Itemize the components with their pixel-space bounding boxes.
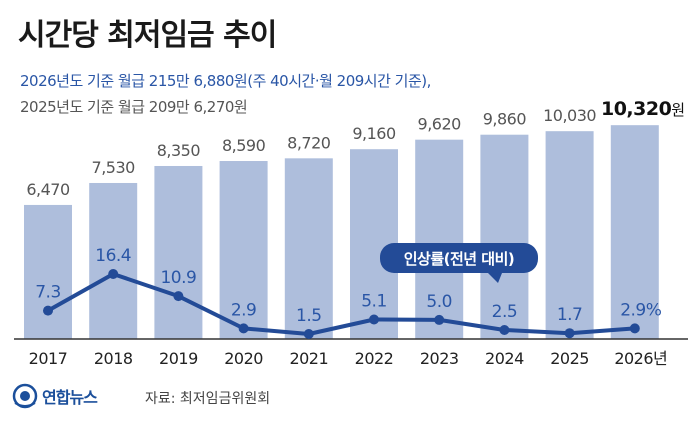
rate-point-2021 [303, 329, 314, 339]
wage-label-2018: 7,530 [92, 158, 136, 177]
rate-point-2025 [564, 328, 575, 339]
wage-label-2024: 9,860 [483, 110, 527, 129]
wage-label-2020: 8,590 [222, 136, 266, 155]
subtitle-2026: 2026년도 기준 월급 215만 6,880원(주 40시간·월 209시간 … [20, 72, 431, 90]
rate-point-2026년 [629, 323, 640, 334]
legend-bubble-pointer [488, 273, 502, 283]
x-tick-2017: 2017 [29, 349, 68, 368]
rate-label-2017: 7.3 [35, 283, 61, 303]
bar-2021 [284, 158, 333, 339]
rate-point-2017 [43, 305, 53, 316]
wage-label-2019: 8,350 [157, 141, 201, 160]
x-tick-2026년: 2026년 [614, 349, 667, 368]
rate-line [46, 272, 637, 336]
legend-bubble [380, 243, 538, 273]
rate-label-2018: 16.4 [95, 246, 131, 266]
rate-point-2022 [369, 314, 379, 325]
wage-label-2021: 8,720 [287, 133, 331, 152]
x-tick-2021: 2021 [289, 349, 328, 368]
logo-text: 연합뉴스 [42, 388, 98, 407]
x-tick-2018: 2018 [94, 349, 133, 368]
rate-label-2020: 2.9 [231, 300, 257, 320]
rate-label-2021: 1.5 [296, 306, 322, 326]
source-note: 자료: 최저임금위원회 [145, 391, 271, 407]
x-tick-2022: 2022 [355, 349, 394, 368]
x-tick-2020: 2020 [224, 349, 263, 368]
bar-2026년 [610, 125, 659, 339]
wage-label-2017: 6,470 [26, 180, 70, 199]
yonhap-logo: 연합뉴스 [12, 383, 98, 409]
wage-label-2023: 9,620 [418, 115, 462, 134]
rate-point-2023 [434, 314, 445, 325]
rate-point-2019 [173, 291, 184, 302]
rate-label-2022: 5.1 [361, 292, 387, 312]
x-tick-2024: 2024 [485, 349, 524, 368]
bar-2020 [219, 161, 268, 339]
rate-label-2019: 10.9 [160, 268, 196, 288]
rate-label-2026년: 2.9% [620, 300, 662, 320]
legend-label: 인상률(전년 대비) [404, 250, 515, 268]
rate-point-2018 [108, 269, 119, 279]
chart-title: 시간당 최저임금 추이 [18, 18, 277, 53]
rate-point-2020 [238, 323, 249, 334]
bar-2019 [154, 165, 203, 339]
rate-point-2024 [499, 324, 510, 335]
wage-label-2022: 9,160 [352, 124, 396, 143]
wage-label-2026년: 10,320원 [601, 98, 685, 120]
bar-2025 [545, 131, 594, 339]
yonhap-emblem-icon [12, 383, 38, 409]
wage-label-2025: 10,030 [543, 106, 596, 125]
bar-2023 [415, 139, 464, 339]
bar-2017 [24, 204, 72, 339]
rate-label-2023: 5.0 [426, 292, 452, 312]
x-tick-2019: 2019 [159, 349, 198, 368]
bar-2024 [480, 134, 529, 339]
x-tick-2023: 2023 [420, 349, 459, 368]
rate-label-2024: 2.5 [492, 302, 518, 322]
rate-label-2025: 1.7 [557, 305, 583, 325]
subtitle-2025: 2025년도 기준 월급 209만 6,270원 [20, 98, 248, 116]
bar-2018 [89, 182, 138, 339]
x-tick-2025: 2025 [550, 349, 589, 368]
